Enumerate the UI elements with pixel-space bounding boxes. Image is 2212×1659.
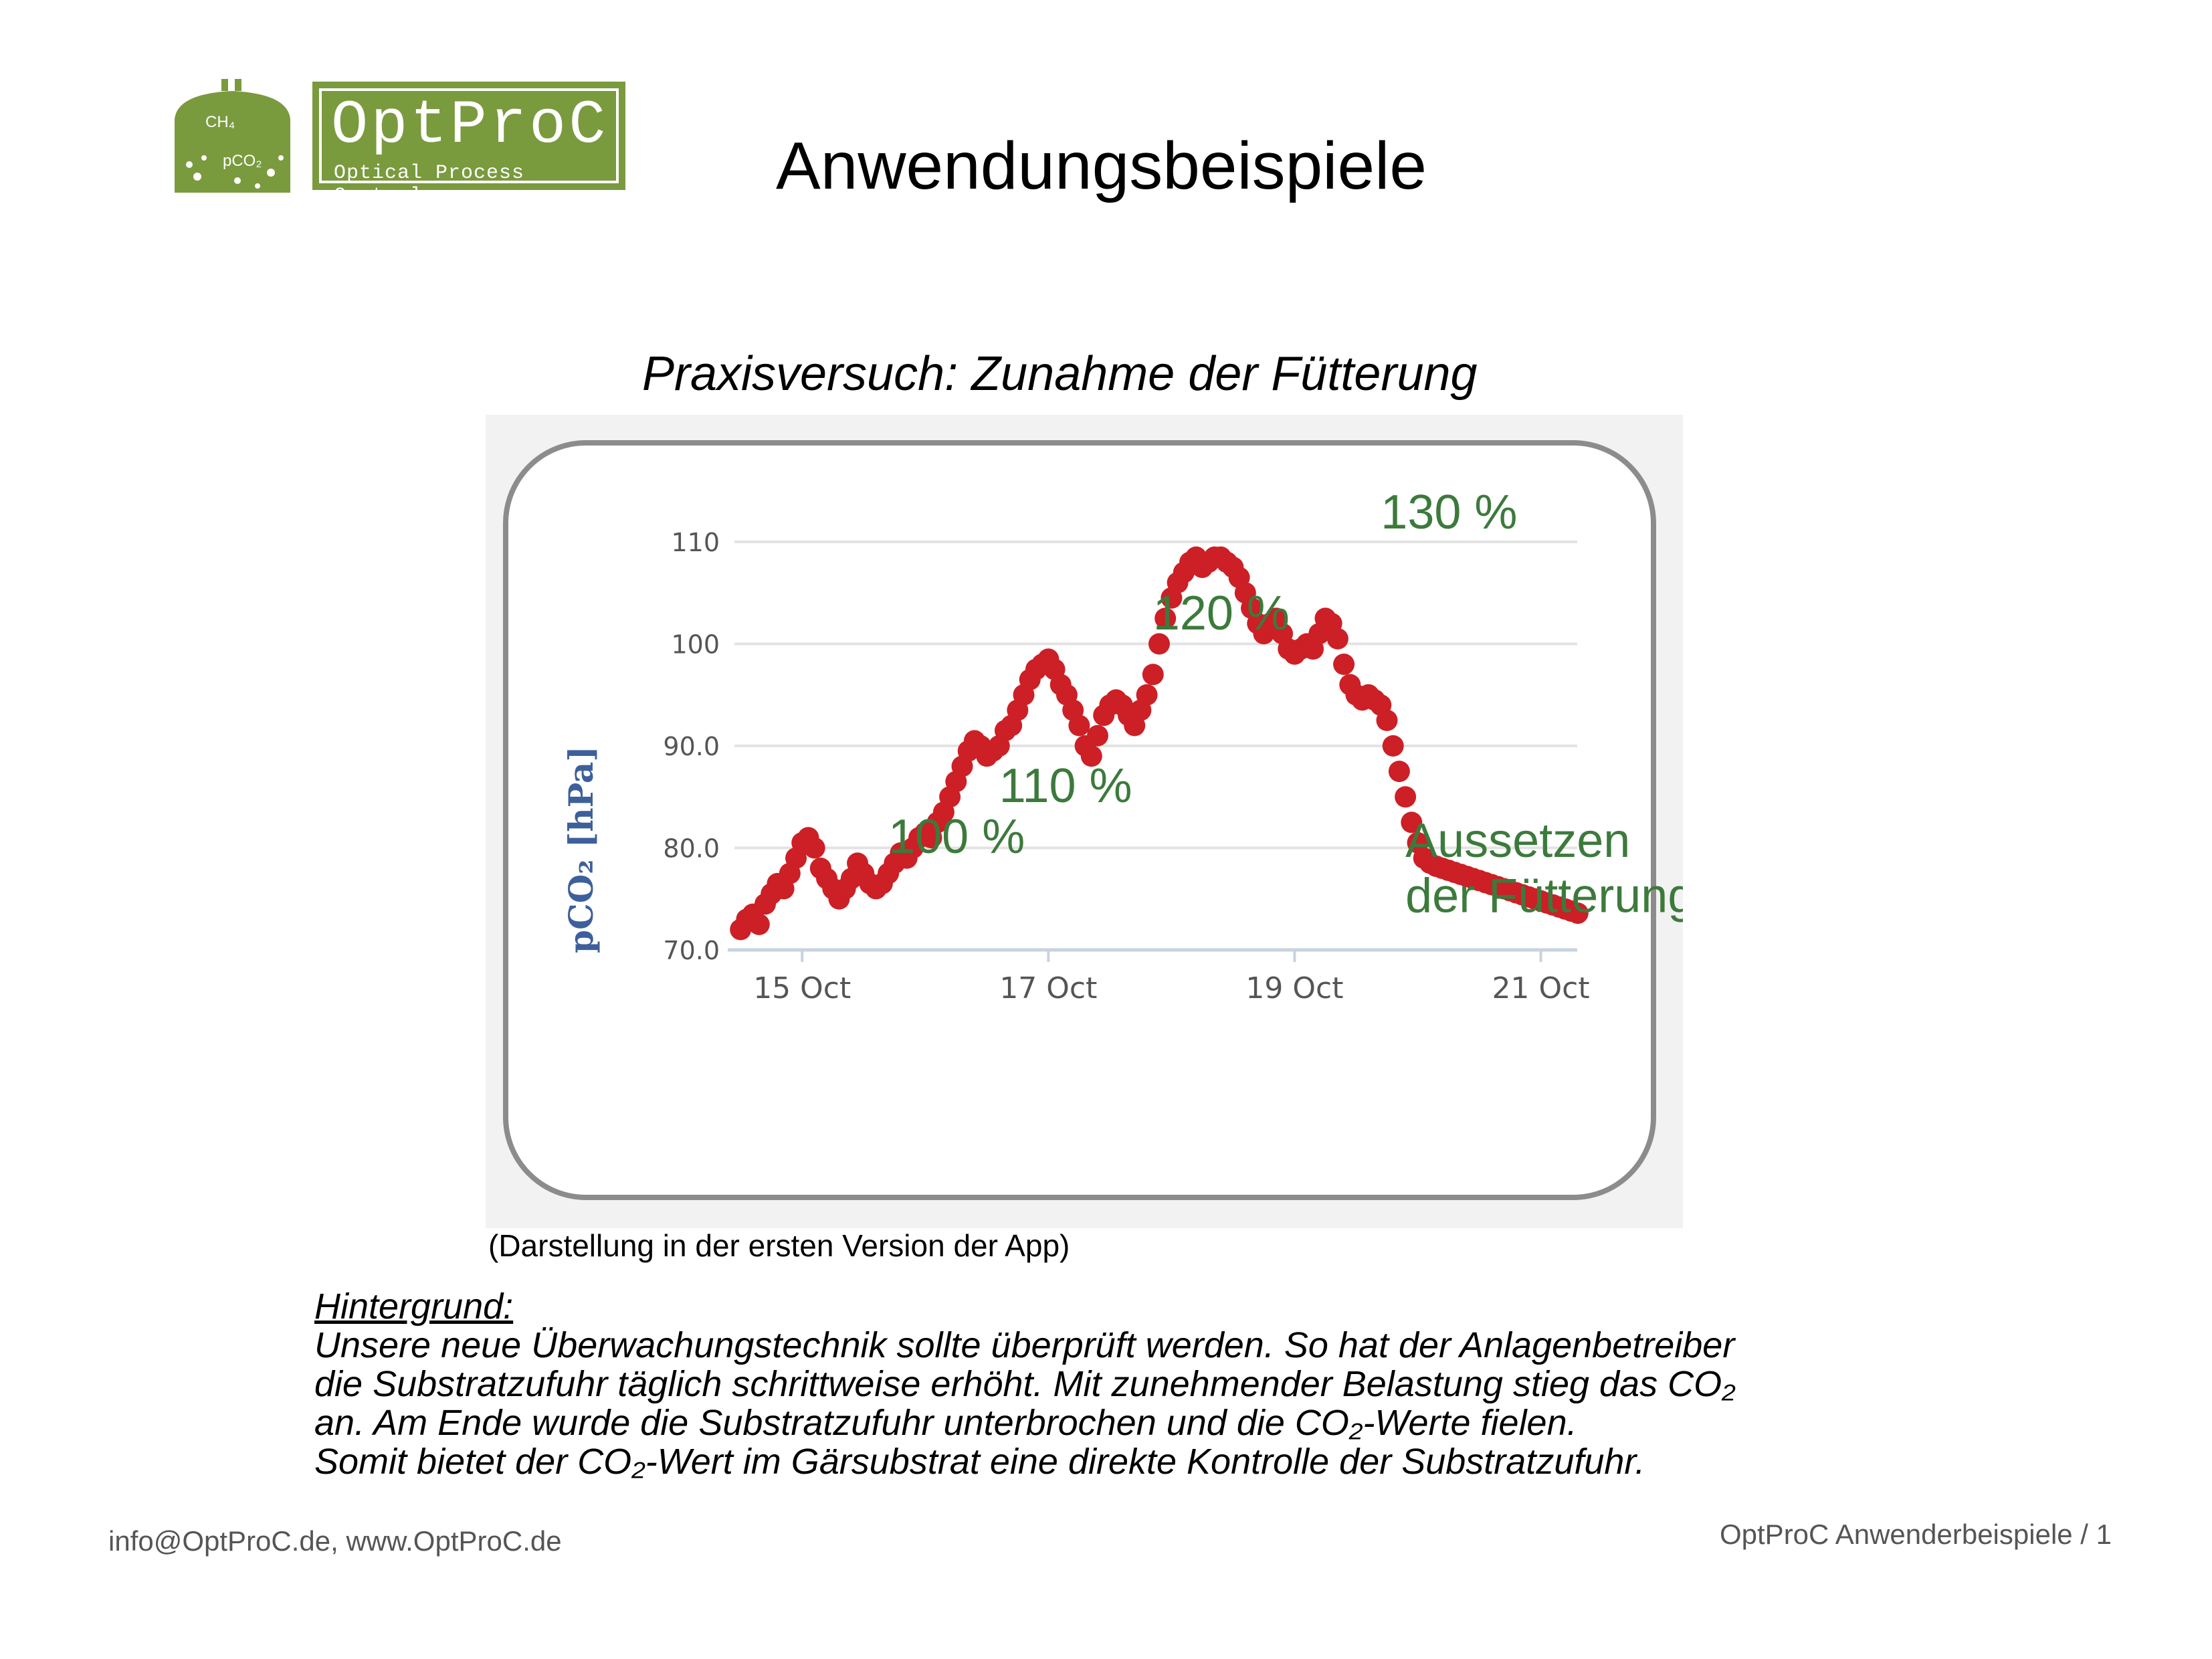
chart-annotation: Aussetzen: [1405, 814, 1630, 868]
background-line: die Substratzufuhr täglich schrittweise …: [314, 1364, 1736, 1404]
data-point: [1326, 627, 1348, 650]
data-point: [803, 837, 825, 859]
chart-axes: 110 100 90.0 80.0 70.0 15 Oct 17 Oct 19 Oct 21 O…: [663, 528, 1589, 1005]
chart-annotation: 130 %: [1381, 486, 1517, 539]
logo-subtitle: Optical Process Control: [334, 162, 525, 207]
data-point: [1388, 761, 1410, 783]
data-point: [1086, 724, 1108, 747]
data-point: [1148, 633, 1170, 655]
page-title: Anwendungsbeispiele: [776, 128, 1427, 203]
x-tick-label: 19 Oct: [1245, 971, 1343, 1005]
pco2-chart: 110 100 90.0 80.0 70.0 15 Oct 17 Oct 19 Oct 21 O…: [503, 440, 1683, 1200]
background-line: Unsere neue Überwachungstechnik sollte ü…: [314, 1325, 1735, 1365]
background-line: Somit bietet der CO₂-Wert im Gärsubstrat…: [314, 1442, 1645, 1482]
data-point: [1382, 735, 1404, 757]
logo-ch4-label: CH₄: [205, 113, 235, 131]
chart-annotation: 100 %: [888, 810, 1025, 864]
background-line: an. Am Ende wurde die Substratzufuhr unt…: [314, 1403, 1577, 1443]
logo-wordmark: OptProC Optical Process Control: [312, 82, 625, 207]
y-tick-label: 90.0: [663, 732, 720, 761]
data-point: [1333, 654, 1355, 675]
background-heading: Hintergrund:: [314, 1286, 514, 1327]
data-point: [1080, 745, 1102, 767]
y-axis-label: pCO₂ [hPa]: [561, 746, 601, 953]
data-point: [748, 913, 770, 935]
y-tick-label: 110: [671, 528, 720, 557]
footer-page-label: OptProC Anwenderbeispiele / 1: [1719, 1519, 2112, 1550]
y-tick-label: 100: [671, 630, 720, 660]
chart-annotation: 110 %: [999, 759, 1132, 813]
logo-pco2-label: pCO₂: [223, 152, 262, 170]
data-point: [1401, 811, 1423, 834]
digester-tank-icon: CH₄ pCO₂: [175, 79, 290, 193]
chart-annotation: der Fütterung: [1405, 870, 1683, 923]
y-tick-label: 70.0: [663, 936, 720, 965]
chart-caption: (Darstellung in der ersten Version der A…: [488, 1228, 1070, 1263]
chart-frame: [503, 440, 1656, 1200]
chart-points: [730, 546, 1589, 941]
chart-title: Praxisversuch: Zunahme der Fütterung: [642, 347, 1478, 401]
y-tick-label: 80.0: [663, 834, 720, 864]
background-text: Unsere neue Überwachungstechnik sollte ü…: [314, 1326, 1920, 1481]
chart-annotation: 120 %: [1153, 587, 1290, 640]
company-logo: CH₄ pCO₂ OptProC Optical Process Control: [171, 79, 632, 207]
data-point: [1376, 709, 1398, 731]
data-point: [1068, 714, 1090, 737]
footer-contact: info@OptProC.de, www.OptProC.de: [108, 1525, 562, 1557]
x-tick-label: 15 Oct: [753, 971, 851, 1005]
chart-panel: 110 100 90.0 80.0 70.0 15 Oct 17 Oct 19 Oct 21 O…: [486, 415, 1683, 1228]
data-point: [1154, 607, 1177, 629]
x-tick-label: 17 Oct: [999, 971, 1097, 1005]
data-point: [1567, 902, 1589, 924]
x-tick-label: 21 Oct: [1492, 971, 1590, 1005]
data-point: [1395, 786, 1417, 808]
logo-name: OptProC: [331, 90, 609, 161]
data-point: [1136, 684, 1158, 706]
data-point: [1142, 664, 1164, 686]
